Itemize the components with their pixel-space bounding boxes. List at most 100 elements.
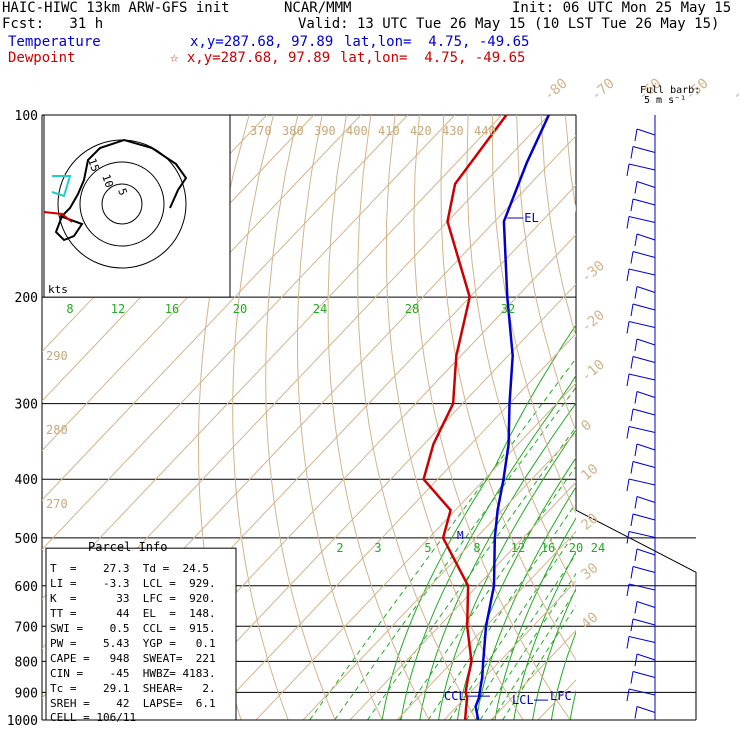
wind-barb — [636, 443, 656, 451]
temperature-legend: Temperature — [8, 34, 101, 50]
wind-barb — [628, 688, 656, 696]
dry-adiabat-label: 280 — [46, 423, 68, 437]
wind-barb — [632, 671, 656, 678]
wind-barb-flag — [634, 233, 638, 247]
dry-adiabats — [197, 115, 740, 720]
parcel-row: CIN = -45 HWBZ= 4183. — [50, 667, 216, 680]
moist-adiabat-line — [400, 374, 576, 720]
moist-adiabat-line — [456, 456, 576, 720]
wind-barb-flag — [634, 338, 638, 352]
dewpoint-xy: ☆ x,y=287.68, 97.89 — [170, 50, 331, 66]
pressure-tick-label: 200 — [15, 291, 38, 306]
wind-barb-flag — [626, 268, 630, 282]
mixing-ratio-line — [427, 502, 576, 720]
mixing-ratio-line — [502, 604, 576, 720]
dry-adiabat-line — [711, 115, 740, 720]
temperature-axis-label: 30 — [578, 560, 601, 583]
pressure-tick-label: 1000 — [7, 714, 38, 729]
pressure-tick-label: 300 — [15, 398, 38, 413]
moist-adiabat-line — [475, 485, 576, 720]
wind-barb — [636, 181, 656, 188]
wind-barb-flag — [630, 303, 634, 317]
sounding-series — [422, 114, 550, 721]
wind-barb — [636, 391, 656, 398]
wind-barb-flag — [634, 128, 638, 142]
dry-adiabat-line — [232, 115, 289, 720]
moist-adiabat-line — [550, 631, 576, 720]
wind-barb-flag — [626, 373, 630, 387]
mixing-ratio-label: 8 — [473, 541, 480, 555]
wind-barb — [628, 478, 656, 486]
isotherm-line — [161, 283, 576, 720]
isotherm-line — [42, 115, 456, 551]
hodograph-ring-label: 10 — [99, 173, 116, 190]
wind-barb-flag — [630, 618, 634, 632]
isotherm-line — [255, 382, 576, 720]
mixing-ratio-label: 32 — [501, 302, 515, 316]
wind-barb-flag — [626, 426, 630, 439]
mixing-ratio-lines — [309, 324, 576, 720]
parcel-row: T = 27.3 Td = 24.5 — [50, 562, 209, 575]
mixing-ratio-label: 28 — [405, 302, 419, 316]
dry-adiabat-line — [357, 115, 477, 720]
parcel-row: Tc = 29.1 SHEAR= 2. — [50, 682, 216, 695]
wind-barb — [636, 601, 656, 608]
wind-barb-flag — [626, 688, 630, 702]
wind-barb — [636, 548, 656, 556]
dry-adiabat-line — [413, 115, 571, 720]
mixing-ratio-label: 24 — [591, 541, 605, 555]
wind-barb-flag — [634, 286, 638, 299]
moist-adiabat-line — [419, 402, 576, 720]
hodograph-ring-label: 5 — [115, 187, 129, 198]
mixing-ratio-line — [367, 426, 576, 720]
parcel-info-box — [45, 547, 237, 721]
wind-barb — [632, 356, 656, 363]
wind-barb-flag — [630, 408, 634, 422]
parcel-row: CAPE = 948 SWEAT= 221 — [50, 652, 216, 665]
wind-barb — [628, 531, 656, 538]
mixing-ratio-line — [465, 553, 576, 720]
dry-adiabat-line — [385, 115, 524, 720]
moist-adiabat-line — [513, 550, 576, 720]
m-marker-label: M — [457, 529, 464, 542]
dry-adiabat-line — [491, 115, 576, 515]
wind-barb-flag — [626, 321, 630, 334]
dry-adiabat-line — [327, 115, 430, 720]
isotherm-line — [42, 115, 409, 501]
parcel-row: TT = 44 EL = 148. — [50, 607, 216, 620]
mixing-ratio-label: 12 — [511, 541, 525, 555]
ccl-label: CCL — [444, 689, 466, 703]
dry-adiabat-line — [516, 115, 576, 433]
mixing-ratio-line — [479, 572, 576, 720]
isotherm-line — [537, 679, 576, 720]
dry-adiabat-label: 430 — [442, 124, 464, 138]
temperature-axis-label: -80 — [541, 76, 571, 105]
temperature-axis-label: -70 — [588, 76, 618, 105]
wind-barbs — [626, 115, 656, 720]
wind-barb — [628, 373, 656, 381]
temperature-xy: x,y=287.68, 97.89 — [190, 34, 334, 50]
wind-barb — [632, 198, 656, 206]
temperature-axis-label: 20 — [578, 510, 601, 533]
wind-barb-flag — [634, 391, 638, 404]
isotherm-line — [208, 332, 576, 720]
dry-adiabat-label: 440 — [474, 124, 496, 138]
mixing-ratio-label: 20 — [233, 302, 247, 316]
wind-barb — [628, 426, 656, 433]
isotherm-line — [585, 115, 740, 720]
temperature-latlon: lat,lon= 4.75, -49.65 — [344, 34, 530, 50]
temperature-axis-label: -30 — [578, 258, 608, 287]
parcel-row: SREH = 42 LAPSE= 6.1 — [50, 697, 216, 710]
wind-barb-flag — [630, 356, 634, 369]
mixing-ratio-line — [309, 357, 576, 720]
temperature-axis-label: 10 — [578, 461, 601, 484]
dry-adiabat-label: 380 — [282, 124, 304, 138]
dewpoint-line — [422, 114, 508, 721]
forecast-hour: Fcst: 31 h — [2, 16, 104, 32]
pressure-tick-label: 700 — [15, 620, 38, 635]
isotherm-line — [632, 115, 740, 720]
temperature-axis-label: -10 — [578, 357, 608, 386]
wind-barb — [632, 251, 656, 258]
init-time: Init: 06 UTC Mon 25 May 15 — [512, 0, 732, 16]
mixing-ratio-label: 24 — [313, 302, 327, 316]
